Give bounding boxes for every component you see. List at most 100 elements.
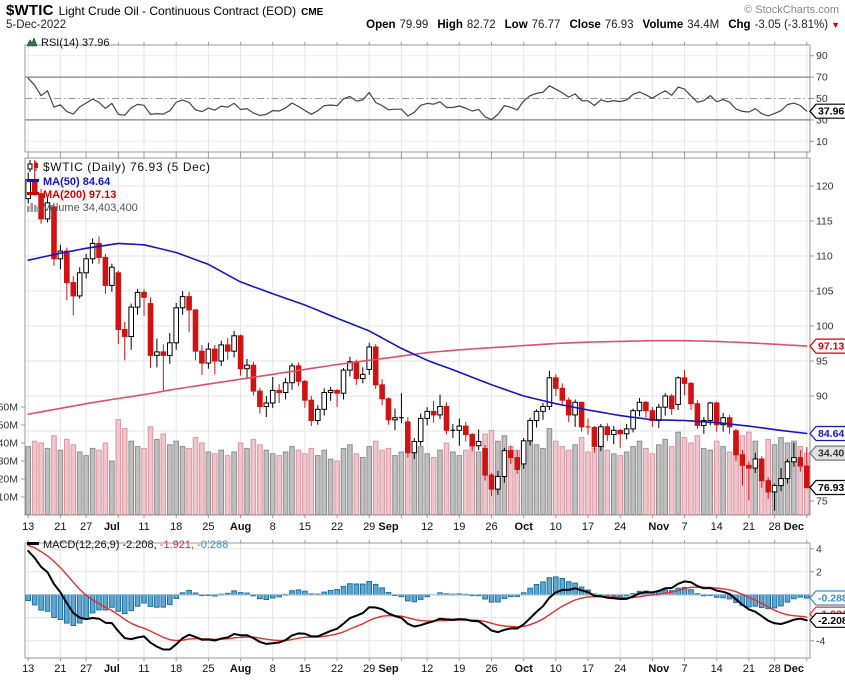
svg-text:Nov: Nov (648, 521, 670, 533)
svg-text:Aug: Aug (230, 663, 251, 675)
svg-text:13: 13 (22, 521, 34, 533)
ma50-line-swatch (27, 179, 39, 182)
svg-text:30M: 30M (0, 456, 18, 468)
volume-label: Volume (642, 19, 684, 31)
svg-text:Oct: Oct (515, 521, 534, 533)
svg-text:20M: 20M (0, 474, 18, 486)
volume-legend-label: Volume 34,403,400 (43, 202, 138, 214)
volume-value: 34.4M (687, 19, 720, 31)
svg-text:10: 10 (550, 521, 562, 533)
open-label: Open (366, 19, 396, 31)
svg-text:50M: 50M (0, 420, 18, 432)
svg-text:25: 25 (202, 663, 214, 675)
svg-text:12: 12 (421, 521, 433, 533)
svg-text:27: 27 (80, 521, 92, 533)
svg-text:100: 100 (816, 321, 834, 333)
volume-bars-icon (27, 202, 39, 215)
svg-text:11: 11 (138, 521, 149, 533)
svg-text:120: 120 (816, 181, 834, 193)
svg-text:Nov: Nov (648, 663, 670, 675)
ma200-legend: MA(200) 97.13 (27, 189, 116, 201)
svg-text:-2.208: -2.208 (818, 615, 845, 627)
symbol: $WTIC (6, 2, 54, 19)
svg-text:2: 2 (816, 566, 822, 578)
svg-text:Jul: Jul (104, 663, 120, 675)
svg-text:105: 105 (816, 286, 834, 298)
svg-text:14: 14 (711, 521, 723, 533)
ma50-legend-label: MA(50) 84.64 (43, 176, 111, 188)
svg-text:10: 10 (816, 136, 828, 148)
svg-text:Sep: Sep (378, 663, 398, 675)
symbol-legend: $WTIC (Daily) 76.93 (5 Dec) (27, 160, 211, 175)
rsi-legend-label: RSI(14) 37.96 (41, 37, 110, 49)
svg-text:Dec: Dec (784, 663, 804, 675)
svg-text:90: 90 (816, 50, 828, 62)
candlestick-icon (27, 160, 39, 175)
svg-text:12: 12 (421, 663, 433, 675)
svg-text:21: 21 (743, 663, 755, 675)
macd-line-swatch (27, 542, 39, 545)
high-value: 82.72 (466, 19, 496, 31)
macd-legend-value: MACD(12,26,9) -2.208, (43, 539, 157, 551)
low-value: 76.77 (531, 19, 561, 31)
svg-text:24: 24 (614, 521, 626, 533)
svg-text:50: 50 (816, 93, 828, 105)
symbol-legend-label: $WTIC (Daily) 76.93 (5 Dec) (43, 160, 211, 174)
exchange-label: CME (301, 7, 324, 18)
svg-text:29: 29 (363, 663, 375, 675)
svg-text:110: 110 (816, 251, 833, 263)
svg-text:27: 27 (80, 663, 92, 675)
svg-text:19: 19 (453, 663, 465, 675)
ohlc-stats: Open 79.99 High 82.72 Low 76.77 Close 76.93 Volu… (366, 19, 840, 31)
svg-text:84.64: 84.64 (818, 428, 844, 440)
svg-text:30: 30 (816, 114, 828, 126)
svg-text:11: 11 (138, 663, 149, 675)
change-label: Chg (728, 19, 751, 31)
low-label: Low (504, 19, 528, 31)
svg-text:90: 90 (816, 391, 828, 403)
svg-text:Aug: Aug (230, 521, 251, 533)
high-label: High (437, 19, 463, 31)
chart-header: $WTIC Light Crude Oil - Continuous Contra… (6, 2, 839, 19)
svg-text:17: 17 (582, 521, 594, 533)
macd-signal-value: -1.921, (156, 539, 195, 551)
svg-text:95: 95 (816, 356, 828, 368)
svg-text:4: 4 (816, 543, 822, 555)
change-down-arrow-icon: ▼ (831, 20, 840, 30)
svg-text:15: 15 (299, 663, 311, 675)
svg-text:18: 18 (170, 663, 182, 675)
svg-text:28: 28 (768, 663, 780, 675)
svg-text:Sep: Sep (378, 521, 398, 533)
close-value: 76.93 (604, 19, 634, 31)
svg-text:24: 24 (614, 663, 626, 675)
svg-text:26: 26 (485, 521, 497, 533)
svg-text:21: 21 (54, 663, 66, 675)
stockcharts-copyright-link[interactable]: © StockCharts.com (744, 4, 839, 16)
svg-text:40M: 40M (0, 438, 18, 450)
chart-date: 5-Dec-2022 (6, 19, 67, 31)
macd-hist-value: -0.288 (194, 539, 229, 551)
open-value: 79.99 (399, 19, 429, 31)
svg-text:21: 21 (54, 521, 66, 533)
svg-text:-0.288: -0.288 (818, 593, 845, 605)
rsi-area-icon (26, 37, 38, 50)
svg-text:25: 25 (202, 521, 214, 533)
svg-text:14: 14 (711, 663, 723, 675)
svg-text:22: 22 (331, 521, 343, 533)
svg-text:18: 18 (170, 521, 182, 533)
svg-text:26: 26 (485, 663, 497, 675)
svg-text:10: 10 (550, 663, 562, 675)
svg-text:76.93: 76.93 (818, 482, 844, 494)
svg-text:29: 29 (363, 521, 375, 533)
svg-text:97.13: 97.13 (818, 341, 844, 353)
svg-text:Jul: Jul (104, 521, 120, 533)
svg-text:37.96: 37.96 (818, 106, 844, 118)
svg-text:13: 13 (22, 663, 34, 675)
svg-text:Dec: Dec (784, 521, 804, 533)
macd-legend: MACD(12,26,9) -2.208, -1.921, -0.288 (27, 539, 228, 551)
svg-text:17: 17 (582, 663, 594, 675)
svg-text:115: 115 (816, 216, 833, 228)
svg-text:Oct: Oct (515, 663, 534, 675)
